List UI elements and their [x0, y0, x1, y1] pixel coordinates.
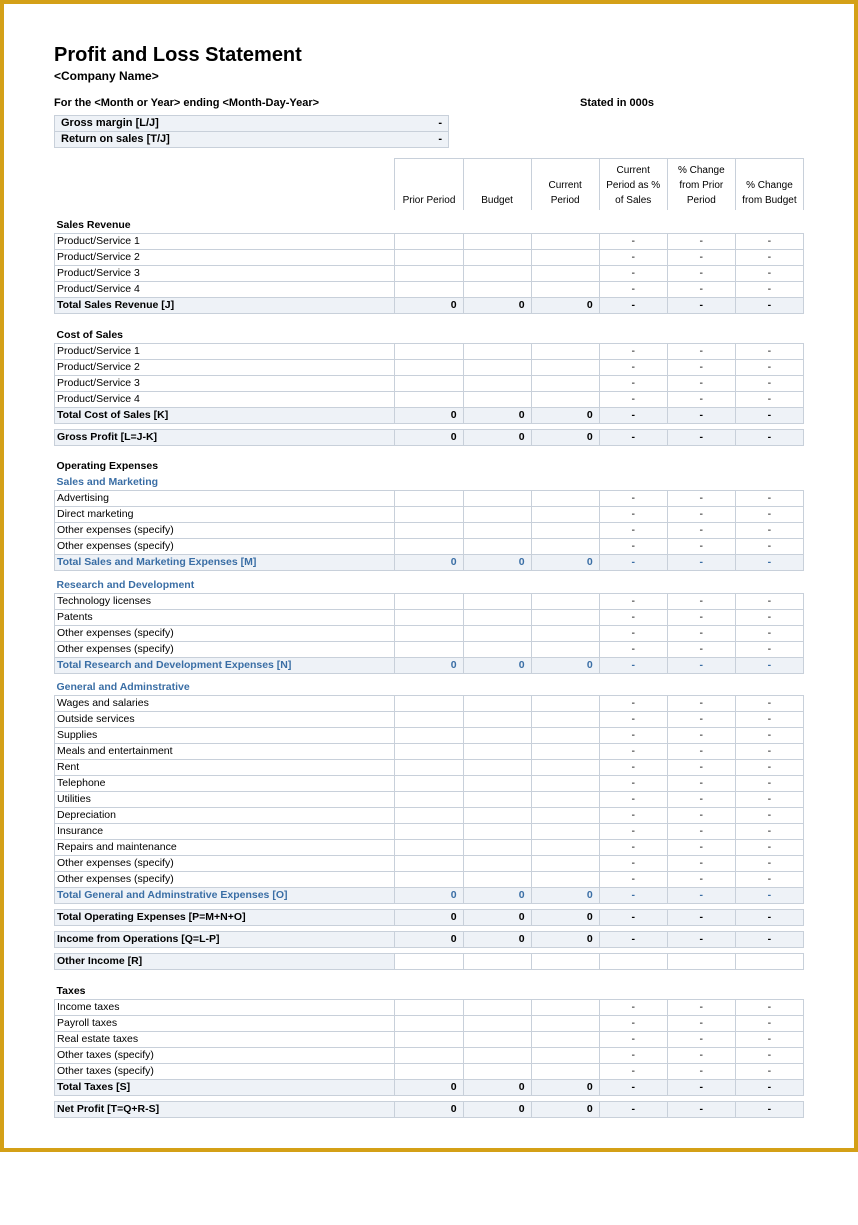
hdr-chg-prior: % Change from Prior Period [667, 159, 735, 211]
table-row: Other expenses (specify)--- [55, 856, 804, 872]
return-on-sales-label: Return on sales [T/J] [61, 132, 170, 147]
table-row: Payroll taxes--- [55, 1015, 804, 1031]
hdr-prior: Prior Period [395, 159, 463, 211]
gross-margin-value: - [438, 116, 442, 131]
table-row: Other expenses (specify)--- [55, 625, 804, 641]
table-row: Product/Service 2--- [55, 250, 804, 266]
table-row: Other expenses (specify)--- [55, 523, 804, 539]
table-row: Supplies--- [55, 728, 804, 744]
total-row: Net Profit [T=Q+R-S]000--- [55, 1101, 804, 1117]
section-header: General and Adminstrative [55, 679, 804, 696]
table-row: Technology licenses--- [55, 593, 804, 609]
hdr-current: Current Period [531, 159, 599, 211]
table-row: Telephone--- [55, 776, 804, 792]
total-row: Total Research and Development Expenses … [55, 657, 804, 673]
table-row: Outside services--- [55, 712, 804, 728]
header-row: Prior Period Budget Current Period Curre… [55, 159, 804, 211]
section-header: Sales and Marketing [55, 474, 804, 491]
section-header: Research and Development [55, 577, 804, 594]
total-row: Total Sales Revenue [J]000--- [55, 298, 804, 314]
table-row: Wages and salaries--- [55, 696, 804, 712]
table-row: Repairs and maintenance--- [55, 840, 804, 856]
table-row: Advertising--- [55, 491, 804, 507]
hdr-budget: Budget [463, 159, 531, 211]
table-row: Direct marketing--- [55, 507, 804, 523]
table-row: Insurance--- [55, 824, 804, 840]
table-row: Depreciation--- [55, 808, 804, 824]
pl-table: Prior Period Budget Current Period Curre… [54, 158, 804, 1118]
total-row: Total General and Adminstrative Expenses… [55, 888, 804, 904]
section-header: Cost of Sales [55, 320, 804, 344]
section-header: Sales Revenue [55, 210, 804, 234]
table-row: Other expenses (specify)--- [55, 539, 804, 555]
company-name: <Company Name> [54, 69, 804, 83]
total-row: Income from Operations [Q=L-P]000--- [55, 932, 804, 948]
table-row: Other taxes (specify)--- [55, 1063, 804, 1079]
table-row: Real estate taxes--- [55, 1031, 804, 1047]
stated-label: Stated in 000s [580, 97, 804, 109]
metrics-box: Gross margin [L/J] - Return on sales [T/… [54, 115, 449, 148]
section-header: Taxes [55, 976, 804, 1000]
table-row: Other expenses (specify)--- [55, 872, 804, 888]
label-row: Other Income [R] [55, 954, 804, 970]
gross-margin-label: Gross margin [L/J] [61, 116, 159, 131]
table-row: Product/Service 1--- [55, 343, 804, 359]
table-row: Product/Service 1--- [55, 234, 804, 250]
table-row: Rent--- [55, 760, 804, 776]
table-row: Utilities--- [55, 792, 804, 808]
table-row: Product/Service 4--- [55, 282, 804, 298]
table-row: Meals and entertainment--- [55, 744, 804, 760]
hdr-pct-sales: Current Period as % of Sales [599, 159, 667, 211]
return-on-sales-value: - [438, 132, 442, 147]
total-row: Total Taxes [S]000--- [55, 1079, 804, 1095]
table-row: Other expenses (specify)--- [55, 641, 804, 657]
page-title: Profit and Loss Statement [54, 44, 804, 67]
table-row: Product/Service 4--- [55, 391, 804, 407]
total-row: Total Operating Expenses [P=M+N+O]000--- [55, 910, 804, 926]
total-row: Total Cost of Sales [K]000--- [55, 407, 804, 423]
table-row: Product/Service 3--- [55, 375, 804, 391]
section-header: Operating Expenses [55, 451, 804, 474]
total-row: Gross Profit [L=J-K]000--- [55, 429, 804, 445]
period-label: For the <Month or Year> ending <Month-Da… [54, 97, 319, 109]
table-row: Product/Service 3--- [55, 266, 804, 282]
total-row: Total Sales and Marketing Expenses [M]00… [55, 555, 804, 571]
table-row: Patents--- [55, 609, 804, 625]
table-row: Income taxes--- [55, 999, 804, 1015]
table-row: Product/Service 2--- [55, 359, 804, 375]
hdr-chg-budget: % Change from Budget [735, 159, 803, 211]
table-row: Other taxes (specify)--- [55, 1047, 804, 1063]
